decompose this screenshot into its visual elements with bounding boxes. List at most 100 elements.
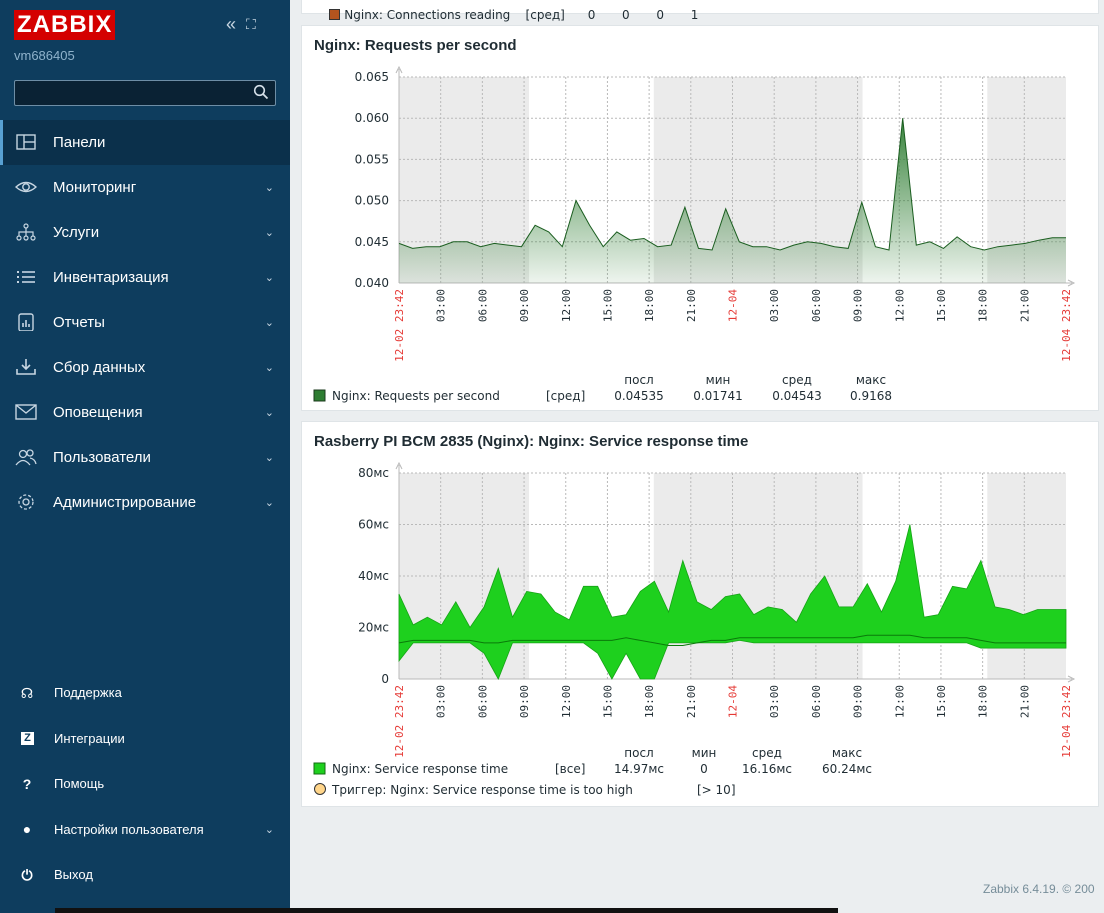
x-tick-label: 21:00 [685, 289, 698, 322]
widget-title[interactable]: Nginx: Requests per second [314, 37, 517, 54]
widget-title[interactable]: Rasberry PI BCM 2835 (Nginx): Nginx: Ser… [314, 433, 749, 450]
legend-row: Nginx: Connections reading [сред] 0 0 0 … [314, 0, 698, 36]
legend-header: сред [782, 373, 812, 387]
menu-item-label: Настройки пользователя [54, 821, 204, 837]
legend-value: 0.9168 [850, 389, 892, 403]
y-tick-label: 40мс [358, 569, 389, 583]
legend-function: [все] [555, 762, 585, 776]
x-tick-label: 18:00 [977, 685, 990, 718]
x-tick-label: 12-04 23:42 [1060, 289, 1073, 362]
x-tick-label: 12:00 [560, 685, 573, 718]
x-tick-label: 12-04 [727, 685, 740, 718]
menu-item-services[interactable]: Услуги ⌄ [0, 210, 290, 255]
headset-icon: ☊ [20, 684, 34, 701]
trigger-icon [314, 783, 326, 795]
legend-swatch [329, 9, 341, 20]
list-icon [17, 271, 35, 283]
zabbix-logo[interactable]: ZABBIX [14, 10, 116, 40]
chevron-down-icon: ⌄ [264, 317, 274, 329]
expand-icon[interactable]: ⛶ [246, 16, 256, 32]
legend-header: сред [752, 746, 782, 760]
y-tick-label: 0.045 [355, 235, 389, 249]
menu-item-envelope[interactable]: Оповещения ⌄ [0, 390, 290, 435]
search-icon[interactable] [253, 84, 269, 100]
user-icon: ● [22, 821, 32, 838]
response-time-graph[interactable]: 0 20мс 40мс 60мс 80мс 12-02 23:42 03:00 06:00 09… [302, 422, 1100, 808]
legend-value: 16.16мс [742, 762, 792, 776]
menu-item-user[interactable]: ● Настройки пользователя ⌄ [0, 807, 290, 853]
legend-value: 0.04535 [614, 389, 664, 403]
y-axis-arrow [395, 461, 403, 470]
menu-item-dashboard[interactable]: Панели [0, 120, 290, 165]
menu-item-download[interactable]: Сбор данных ⌄ [0, 345, 290, 390]
menu-item-help[interactable]: ? Помощь [0, 761, 290, 807]
series-area [399, 118, 1066, 283]
menu-item-label: Сбор данных [53, 359, 146, 376]
horizontal-scrollbar[interactable] [55, 908, 838, 913]
menu-item-report[interactable]: Отчеты ⌄ [0, 300, 290, 345]
search-input[interactable] [15, 81, 275, 105]
zabbix-icon: Z [21, 731, 34, 745]
x-tick-label: 06:00 [476, 685, 489, 718]
collapse-sidebar-icon[interactable]: « [226, 14, 237, 34]
chevron-down-icon: ⌄ [264, 272, 274, 284]
legend-text: Nginx: Connections reading [сред] 0 0 0 … [344, 8, 699, 22]
x-tick-label: 12-04 [727, 289, 740, 322]
services-icon [16, 223, 36, 241]
y-tick-label: 0.055 [355, 152, 389, 166]
y-tick-label: 0.060 [355, 111, 389, 125]
menu-item-label: Поддержка [54, 685, 122, 701]
menu-item-label: Пользователи [53, 449, 151, 466]
x-tick-label: 12-02 23:42 [393, 685, 406, 758]
y-tick-label: 60мс [358, 518, 389, 532]
x-tick-label: 12-02 23:42 [393, 289, 406, 362]
chevron-down-icon: ⌄ [264, 227, 274, 239]
legend-trigger: Триггер: Nginx: Service response time is… [331, 783, 633, 797]
x-tick-label: 15:00 [601, 289, 614, 322]
legend-value: 0.01741 [693, 389, 743, 403]
legend-value: 0.04543 [772, 389, 822, 403]
menu-item-gear[interactable]: Администрирование ⌄ [0, 480, 290, 525]
chevron-down-icon: ⌄ [264, 823, 274, 836]
x-tick-label: 03:00 [435, 685, 448, 718]
widget-requests-per-second: Nginx: Requests per second 0.040 0.045 0.0… [301, 25, 1099, 411]
legend-header: посл [624, 746, 653, 760]
x-tick-label: 03:00 [435, 289, 448, 322]
main-menu: Панели Мониторинг ⌄ Услуги ⌄ Инвентаризация ⌄ О… [0, 120, 290, 525]
x-axis-arrow [1067, 675, 1076, 683]
menu-item-label: Интеграции [54, 730, 125, 746]
menu-item-eye[interactable]: Мониторинг ⌄ [0, 165, 290, 210]
x-axis-arrow [1067, 279, 1076, 287]
legend-swatch [313, 762, 326, 775]
power-icon: ⏻ [21, 866, 33, 883]
widget-connections-reading: Nginx: Connections reading [сред] 0 0 0 … [301, 0, 1099, 22]
menu-item-users[interactable]: Пользователи ⌄ [0, 435, 290, 480]
legend-value: 14.97мс [614, 762, 664, 776]
series-line [398, 118, 1066, 251]
footer-version: Zabbix 6.4.19. © 200 [983, 882, 1095, 896]
users-icon [15, 449, 37, 466]
menu-item-label: Оповещения [53, 404, 143, 421]
y-tick-label: 0.065 [355, 70, 389, 84]
chevron-down-icon: ⌄ [264, 362, 274, 374]
menu-item-power[interactable]: ⏻ Выход [0, 852, 290, 898]
y-tick-label: 0.050 [355, 194, 389, 208]
x-tick-label: 12:00 [893, 289, 906, 322]
menu-item-list[interactable]: Инвентаризация ⌄ [0, 255, 290, 300]
menu-item-zabbix[interactable]: Z Интеграции [0, 716, 290, 762]
chevron-down-icon: ⌄ [264, 452, 274, 464]
x-tick-label: 18:00 [977, 289, 990, 322]
x-tick-label: 12:00 [560, 289, 573, 322]
x-tick-label: 06:00 [810, 289, 823, 322]
legend-header: мин [692, 746, 717, 760]
series-avg-line [398, 634, 1066, 646]
envelope-icon [15, 404, 37, 420]
requests-graph[interactable]: 0.040 0.045 0.050 0.055 0.060 0.065 12-02 23:4… [302, 26, 1100, 412]
y-tick-label: 0.040 [355, 276, 389, 290]
sidebar-controls: « ⛶ [226, 13, 256, 35]
chevron-down-icon: ⌄ [264, 497, 274, 509]
menu-item-headset[interactable]: ☊ Поддержка [0, 670, 290, 716]
menu-item-label: Мониторинг [53, 179, 137, 196]
legend-value: 0 [700, 762, 708, 776]
legend-header: посл [624, 373, 653, 387]
